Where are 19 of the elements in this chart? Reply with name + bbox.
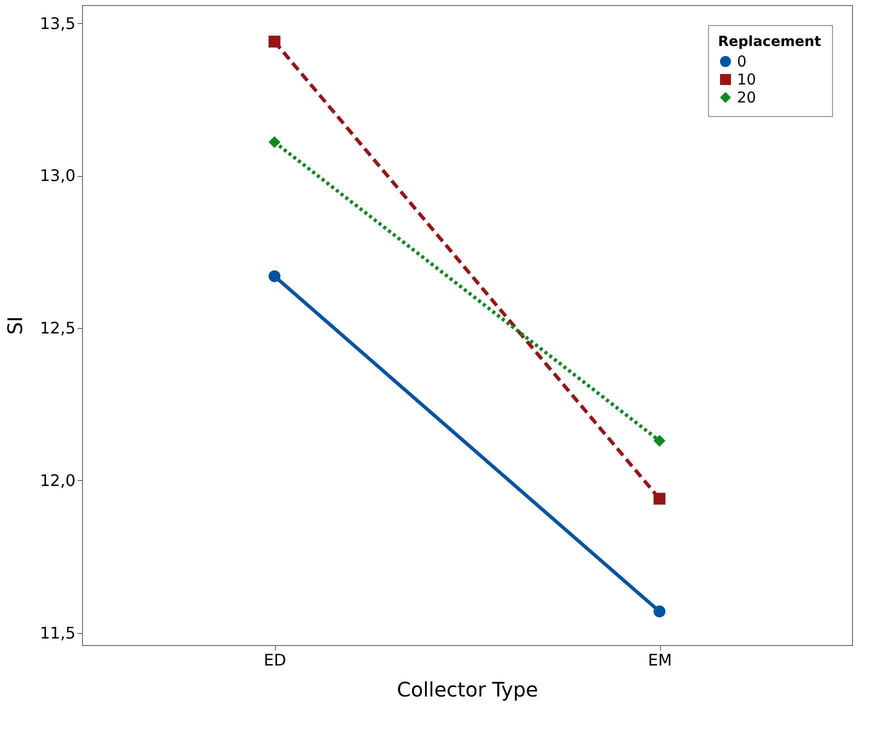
point <box>268 270 280 282</box>
x-tick-label: EM <box>648 650 672 670</box>
x-tick-label: ED <box>264 650 286 670</box>
point <box>268 136 280 148</box>
y-tick-label: 12,0 <box>40 470 76 490</box>
legend-title: Replacement <box>718 34 822 50</box>
y-axis-title: SI <box>2 316 27 335</box>
point <box>268 36 280 48</box>
y-tick-label: 12,5 <box>40 318 76 338</box>
point <box>654 434 666 447</box>
y-tick-label: 13,0 <box>40 166 76 186</box>
y-tick-label: 13,5 <box>40 14 76 33</box>
y-tick-label: 11,5 <box>40 623 76 642</box>
legend-label: 0 <box>737 52 747 70</box>
point <box>654 492 666 505</box>
legend-label: 10 <box>737 70 756 88</box>
point <box>654 606 666 618</box>
x-axis-title: Collector Type <box>396 678 538 702</box>
legend-label: 20 <box>737 88 756 106</box>
